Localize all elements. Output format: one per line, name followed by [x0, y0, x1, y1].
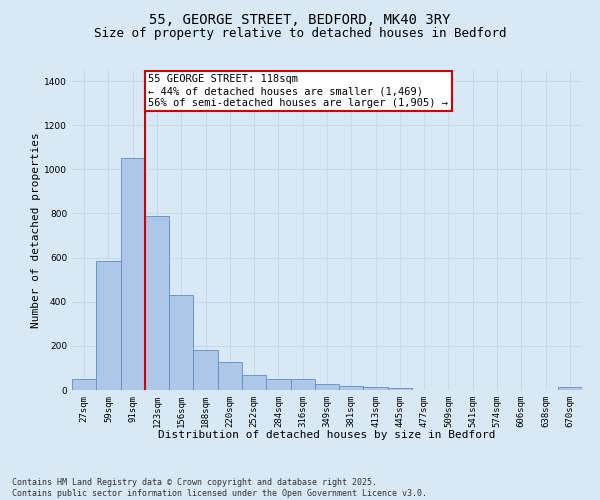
- Text: Size of property relative to detached houses in Bedford: Size of property relative to detached ho…: [94, 28, 506, 40]
- Bar: [290, 379, 315, 390]
- Text: 55 GEORGE STREET: 118sqm
← 44% of detached houses are smaller (1,469)
56% of sem: 55 GEORGE STREET: 118sqm ← 44% of detach…: [149, 74, 449, 108]
- Bar: [193, 350, 218, 390]
- Bar: [121, 158, 145, 390]
- Bar: [242, 374, 266, 390]
- Text: 55, GEORGE STREET, BEDFORD, MK40 3RY: 55, GEORGE STREET, BEDFORD, MK40 3RY: [149, 12, 451, 26]
- Bar: [364, 386, 388, 390]
- Text: Contains HM Land Registry data © Crown copyright and database right 2025.
Contai: Contains HM Land Registry data © Crown c…: [12, 478, 427, 498]
- Bar: [218, 362, 242, 390]
- Bar: [315, 384, 339, 390]
- Bar: [266, 379, 290, 390]
- X-axis label: Distribution of detached houses by size in Bedford: Distribution of detached houses by size …: [158, 430, 496, 440]
- Bar: [558, 388, 582, 390]
- Bar: [388, 388, 412, 390]
- Y-axis label: Number of detached properties: Number of detached properties: [31, 132, 41, 328]
- Bar: [145, 216, 169, 390]
- Bar: [339, 386, 364, 390]
- Bar: [169, 295, 193, 390]
- Bar: [72, 380, 96, 390]
- Bar: [96, 261, 121, 390]
